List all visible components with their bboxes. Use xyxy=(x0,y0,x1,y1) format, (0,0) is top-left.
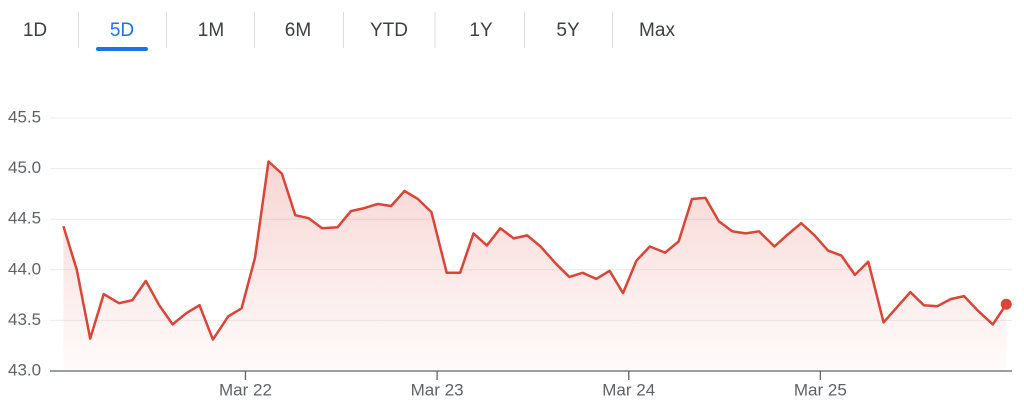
x-tick-label: Mar 22 xyxy=(219,380,272,399)
y-tick-label: 44.0 xyxy=(8,259,41,278)
y-tick-label: 43.5 xyxy=(8,310,41,329)
x-tick-label: Mar 23 xyxy=(411,380,464,399)
range-tab[interactable]: 1Y xyxy=(469,20,493,41)
price-line xyxy=(62,160,1008,341)
selected-underline xyxy=(96,47,148,51)
last-point xyxy=(1000,298,1012,310)
y-tick-label: 45.0 xyxy=(8,158,41,177)
y-tick-label: 45.5 xyxy=(8,107,41,126)
x-tick-label: Mar 24 xyxy=(602,380,655,399)
range-tab[interactable]: 1M xyxy=(198,20,224,41)
range-tab[interactable]: Max xyxy=(639,20,675,41)
x-tick-label: Mar 25 xyxy=(794,380,847,399)
range-tab[interactable]: 1D xyxy=(23,20,47,41)
range-tab[interactable]: 5Y xyxy=(556,20,580,41)
y-tick-label: 44.5 xyxy=(8,209,41,228)
range-tab[interactable]: 6M xyxy=(285,20,311,41)
range-tab[interactable]: 5D xyxy=(110,20,134,41)
range-tab[interactable]: YTD xyxy=(370,20,408,41)
area-fill xyxy=(63,161,1007,371)
y-tick-label: 43.0 xyxy=(8,360,41,379)
